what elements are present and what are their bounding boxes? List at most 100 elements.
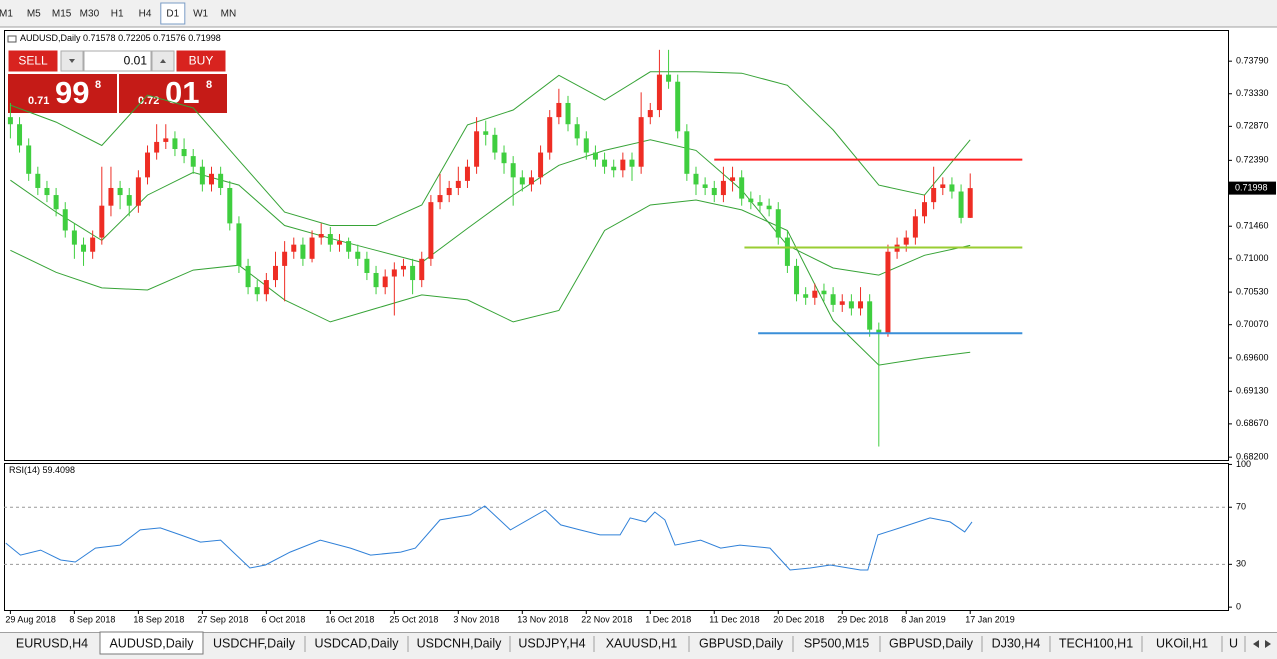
bid-box[interactable] [8,74,117,113]
candle-body [784,237,790,266]
candle-body [117,187,123,196]
x-tick-label: 25 Oct 2018 [389,614,438,624]
candle-body [154,141,160,153]
timeframe-button[interactable]: W1 [193,9,208,20]
candle-body [922,202,928,217]
candle-body [748,198,754,203]
timeframe-button[interactable]: H1 [111,9,124,20]
high: 0.72205 [118,33,151,43]
y-tick-label: 0.72870 [1236,121,1269,131]
candle-body [455,180,461,188]
buy-label[interactable]: BUY [189,54,214,68]
candle-body [346,241,352,252]
candle-body [666,74,672,82]
y-tick-label: 0.71000 [1236,253,1269,263]
timeframe-button[interactable]: H4 [139,9,152,20]
lot-value[interactable]: 0.01 [124,54,148,68]
timeframe-button[interactable]: MN [221,9,237,20]
y-tick-label: 0.68200 [1236,452,1269,462]
candle-body [181,149,187,157]
candle-body [739,177,745,199]
tab[interactable]: DJ30,H4 [992,636,1041,650]
symbol: AUDUSD,Daily [20,33,81,43]
candle-body [355,251,361,259]
timeframe-button[interactable]: D1 [166,9,179,20]
y-tick-label: 0.70530 [1236,286,1269,296]
candle-body [519,177,525,185]
tab[interactable]: TECH100,H1 [1059,636,1133,650]
candle-body [464,166,470,181]
candle-body [711,187,717,196]
candle-body [145,152,151,178]
x-tick-label: 29 Aug 2018 [5,614,56,624]
x-tick-label: 1 Dec 2018 [645,614,691,624]
close: 0.71998 [188,33,221,43]
sell-button[interactable] [7,49,59,73]
tab[interactable]: GBPUSD,Daily [699,636,784,650]
timeframe-active [160,2,186,25]
main-panel [4,30,1229,461]
candle-body [730,177,736,181]
candle-body [410,265,416,281]
tab[interactable]: USDCHF,Daily [213,636,296,650]
candle-body [620,159,626,171]
tab-scroll-right[interactable] [1265,640,1271,648]
x-tick-label: 6 Oct 2018 [261,614,305,624]
tab[interactable]: AUDUSD,Daily [109,636,194,650]
tab[interactable]: EURUSD,H4 [16,636,88,650]
candle-body [931,187,937,203]
candle-body [912,216,918,238]
candle-body [611,166,617,171]
lot-input[interactable] [83,50,152,72]
open: 0.71578 [83,33,116,43]
tab[interactable]: U [1229,636,1238,650]
candle-body [775,209,781,238]
candle-body [446,187,452,196]
timeframe-button[interactable]: M5 [27,9,41,20]
tab[interactable]: XAUUSD,H1 [606,636,678,650]
candle-body [794,265,800,295]
candle-body [382,276,388,288]
candle-body [848,301,854,309]
candle-body [510,163,516,178]
tab[interactable]: SP500,M15 [804,636,869,650]
candle-body [172,138,178,150]
candle-body [483,131,489,135]
candle-body [693,173,699,185]
candle-body [720,180,726,196]
tab[interactable]: USDCNH,Daily [417,636,502,650]
buy-button[interactable] [175,49,227,73]
x-tick-label: 16 Oct 2018 [325,614,374,624]
y-tick-label: 30 [1236,559,1246,569]
timeframe-button[interactable]: M1 [0,9,13,20]
tab[interactable]: USDJPY,H4 [518,636,585,650]
tab-scroll-left[interactable] [1253,640,1259,648]
y-tick-label: 100 [1236,459,1251,469]
tab[interactable]: USDCAD,Daily [314,636,399,650]
bollinger-upper [10,71,971,226]
sell-label[interactable]: SELL [18,54,48,68]
timeframe-button[interactable]: M30 [80,9,100,20]
x-tick-label: 29 Dec 2018 [837,614,888,624]
bid-point: 8 [95,79,101,91]
y-tick-label: 0 [1236,602,1241,612]
candle-body [245,265,251,288]
timeframe-button[interactable]: M15 [52,9,72,20]
toolbar [0,0,1277,27]
tab[interactable]: GBPUSD,Daily [889,636,974,650]
last-price-label: 0.71998 [1235,182,1268,192]
candle-body [400,265,406,270]
tab[interactable]: UKOil,H1 [1156,636,1208,650]
y-tick-label: 0.73330 [1236,88,1269,98]
candle-body [227,187,233,224]
candle-body [437,195,443,203]
candle-body [26,145,32,174]
rsi-title: RSI(14) [9,465,40,475]
candle-body [949,184,955,192]
candle-body [684,131,690,174]
candle-body [547,117,553,153]
candle-body [44,187,50,196]
chart-window [0,28,1277,632]
candle-body [419,258,425,281]
candle-body [885,251,891,334]
